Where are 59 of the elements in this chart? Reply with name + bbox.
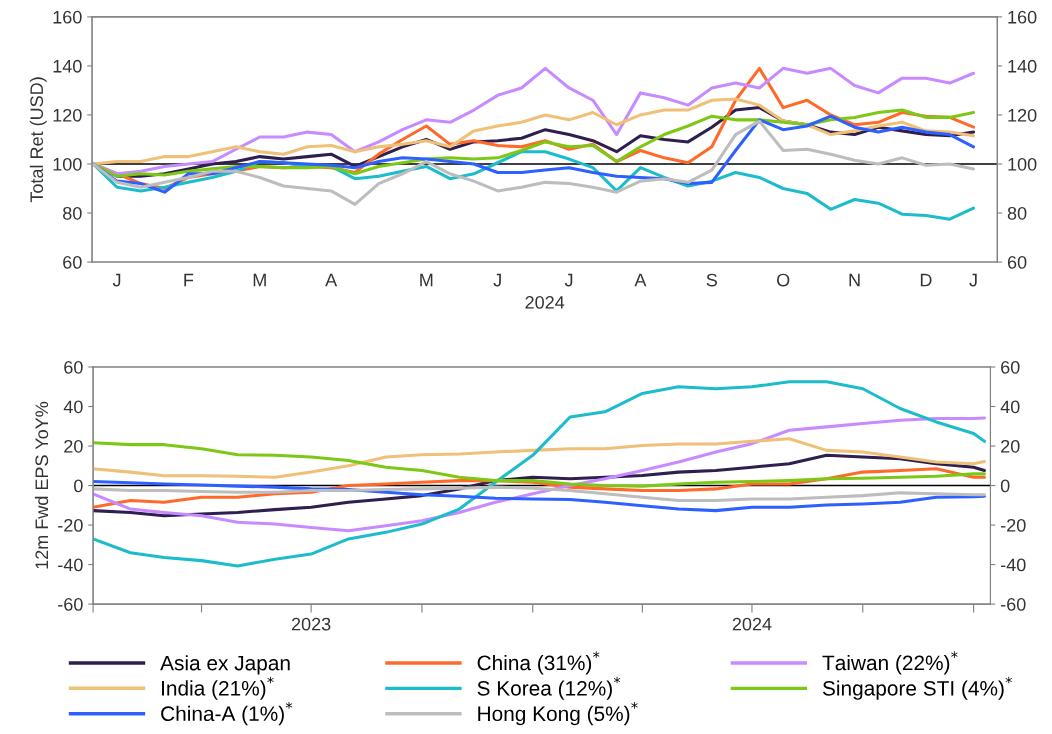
x-tick-label: 2023 [291, 617, 331, 631]
y-tick-label: 140 [53, 59, 82, 73]
y-tick-label: 80 [63, 206, 82, 220]
legend-label: Singapore STI (4%)$^{*}$ [822, 676, 1012, 700]
y-axis-title: Total Ret (USD) [29, 77, 47, 203]
x-tick-label: A [325, 273, 338, 287]
y-tick-label: 0 [74, 479, 83, 493]
x-tick-label: J [969, 273, 977, 287]
y-tick-label: 100 [53, 157, 82, 171]
y-tick-label: -60 [58, 598, 83, 611]
x-tick-label: F [184, 273, 194, 287]
x-tick-label: J [564, 273, 573, 287]
x-tick-label: D [920, 273, 932, 287]
y2-tick-label: 140 [1008, 59, 1037, 73]
y-tick-label: 60 [64, 360, 83, 374]
y2-tick-label: 40 [1000, 400, 1020, 414]
y-tick-label: 120 [53, 108, 82, 122]
y2-tick-label: 100 [1008, 157, 1037, 171]
legend-label: Taiwan (22%)$^{*}$ [822, 651, 958, 675]
y2-tick-label: -60 [1000, 598, 1026, 611]
x-tick-label: M [420, 273, 433, 287]
y2-tick-label: -40 [1000, 558, 1026, 572]
y-tick-label: 160 [53, 10, 82, 24]
legend-label: China-A (1%)$^{*}$ [161, 702, 293, 726]
y-axis-title: 12m Fwd EPS YoY% [34, 401, 49, 569]
line-series [93, 380, 986, 568]
legend-label: India (21%)$^{*}$ [162, 676, 274, 700]
y-tick-label: -20 [58, 518, 83, 532]
y-tick-label: 20 [64, 439, 83, 453]
x-axis-title: 2024 [525, 296, 565, 309]
line-series [92, 119, 976, 206]
line-series [93, 437, 986, 479]
line-series [93, 441, 986, 488]
line-series [93, 485, 986, 503]
x-tick-label: J [112, 273, 121, 287]
line-series [93, 416, 986, 533]
y-tick-label: 60 [63, 255, 82, 269]
x-tick-label: O [777, 273, 790, 287]
y2-tick-label: 80 [1007, 206, 1027, 220]
x-tick-label: S [706, 273, 717, 287]
y2-tick-label: 0 [1000, 479, 1010, 493]
legend-label: Asia ex Japan [160, 655, 290, 675]
x-tick-label: A [634, 273, 647, 287]
line-series [93, 480, 986, 513]
y-tick-label: 40 [63, 400, 83, 414]
legend-label: S Korea (12%)$^{*}$ [477, 676, 621, 700]
legend-label: China (31%)$^{*}$ [477, 651, 600, 675]
y-tick-label: -40 [58, 558, 83, 572]
legend-label: Hong Kong (5%)$^{*}$ [478, 702, 638, 726]
y2-tick-label: 160 [1008, 10, 1037, 24]
x-tick-label: J [493, 273, 501, 287]
y2-tick-label: 120 [1008, 108, 1037, 122]
line-series [92, 97, 976, 166]
y2-tick-label: 60 [1001, 360, 1020, 374]
x-tick-label: N [849, 273, 860, 287]
y2-tick-label: 20 [1001, 439, 1020, 453]
y2-tick-label: 60 [1007, 255, 1027, 269]
y2-tick-label: -20 [1000, 518, 1026, 532]
x-tick-label: M [253, 273, 266, 287]
